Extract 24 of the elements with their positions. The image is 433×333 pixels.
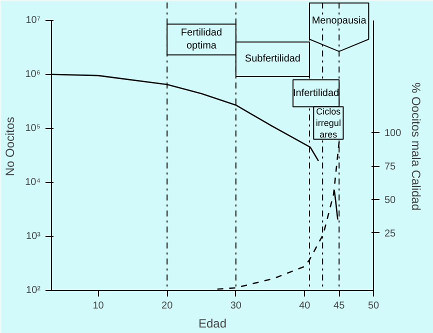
y-tick-label: 10⁴: [25, 176, 40, 188]
x-tick-label: 50: [368, 300, 380, 312]
y-tick-label: 10⁷: [26, 14, 41, 26]
annotation: Menopausia: [312, 16, 367, 27]
annotation: Subfertilidad: [244, 54, 300, 65]
x-tick-label: 20: [162, 300, 174, 312]
annotation: Infertilidad: [292, 88, 340, 99]
y2-tick-label: 100: [384, 128, 402, 140]
x-tick-label: 45: [334, 300, 346, 312]
y-tick-label: 10³: [26, 230, 42, 242]
y-tick-label: 10⁶: [25, 68, 41, 80]
y2-tick-label: 75: [384, 162, 396, 173]
x-tick-label: 40: [299, 300, 311, 312]
y-tick-label: 10²: [26, 285, 42, 296]
x-tick-label: 30: [230, 300, 242, 312]
annotation: Ciclos irregul ares: [316, 106, 342, 140]
y2-tick-label: 50: [384, 195, 396, 206]
x-axis-title: Edad: [198, 316, 227, 330]
y2-tick-label: 25: [384, 228, 396, 240]
y-axis-title: No Oocitos: [3, 116, 18, 176]
y2-axis-title: % Oocitos mala Calidad: [409, 82, 424, 211]
annotation: Fertilidad optima: [180, 28, 222, 52]
y-tick-label: 10⁵: [25, 122, 41, 134]
x-tick-label: 10: [92, 300, 104, 312]
